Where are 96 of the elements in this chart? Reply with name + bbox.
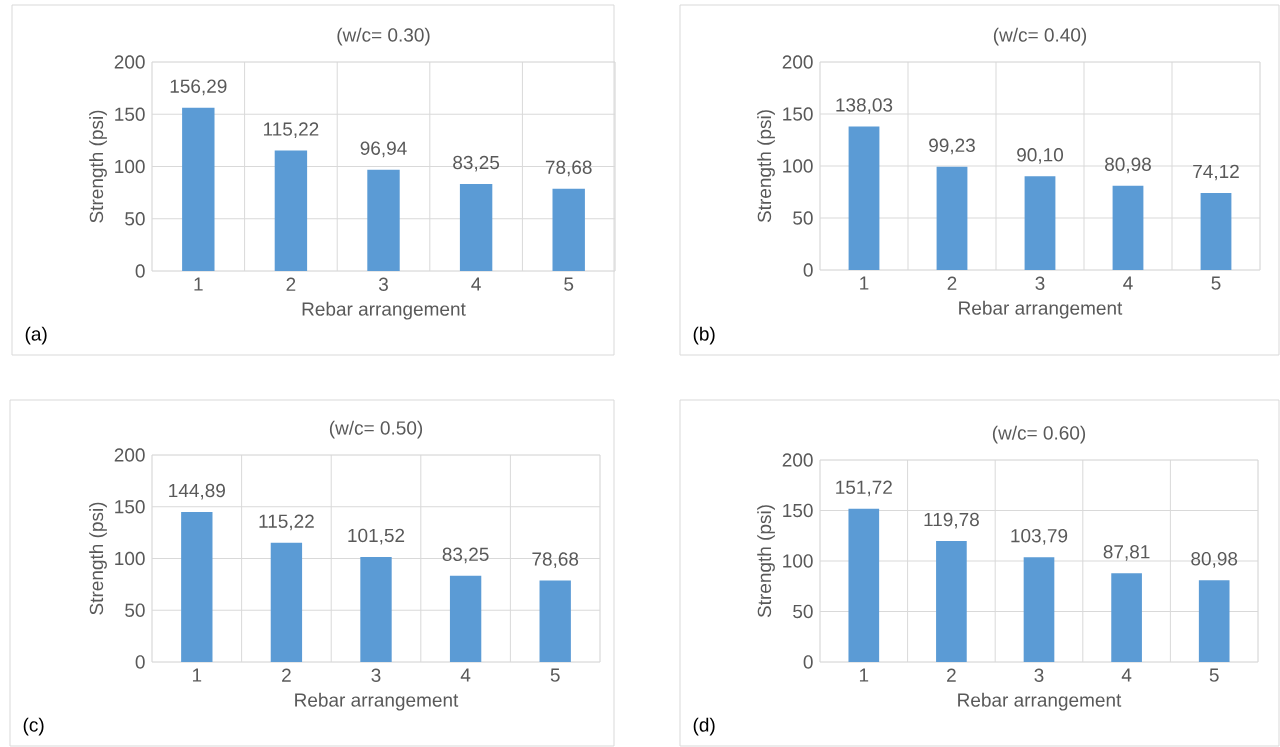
y-tick-label: 50 xyxy=(793,604,813,619)
x-tick-label: 1 xyxy=(194,277,203,291)
y-tick-label: 150 xyxy=(783,503,813,518)
y-tick-label: 50 xyxy=(125,212,145,226)
x-tick-label: 1 xyxy=(192,668,202,682)
y-tick-label: 50 xyxy=(125,603,145,617)
data-label: 83,25 xyxy=(442,547,489,564)
data-label: 80,98 xyxy=(1191,551,1238,568)
bar xyxy=(367,169,400,271)
data-label: 119,78 xyxy=(924,512,979,529)
bar xyxy=(936,541,967,662)
data-label: 156,29 xyxy=(170,79,227,96)
chart-title: (w/c= 0.30) xyxy=(337,27,430,46)
text: (d) xyxy=(693,717,715,736)
text: (b) xyxy=(693,326,715,345)
y-tick-label: 200 xyxy=(782,55,813,69)
chart-title: (w/c= 0.40) xyxy=(993,27,1087,46)
x-axis-title: Rebar arrangement xyxy=(302,301,466,320)
x-tick-label: 5 xyxy=(1209,668,1219,682)
bar xyxy=(1112,185,1144,270)
data-label: 96,94 xyxy=(360,141,407,158)
y-axis-title: Strength (psi) xyxy=(89,110,107,223)
y-tick-label: 0 xyxy=(135,655,145,669)
bar xyxy=(1111,573,1142,662)
data-label: 103,79 xyxy=(1011,528,1068,545)
data-label: 101,52 xyxy=(348,528,405,545)
data-label: 80,98 xyxy=(1105,157,1151,174)
y-tick-label: 100 xyxy=(783,159,813,173)
y-tick-label: 150 xyxy=(783,107,813,121)
bar xyxy=(936,166,968,270)
x-tick-label: 1 xyxy=(859,668,869,682)
x-tick-label: 2 xyxy=(286,277,296,291)
data-label: 90,10 xyxy=(1017,148,1064,164)
bar xyxy=(182,107,215,271)
bar xyxy=(848,126,880,270)
y-tick-label: 50 xyxy=(793,211,813,225)
bar xyxy=(449,575,482,662)
x-tick-label: 2 xyxy=(282,668,291,682)
bar xyxy=(1024,176,1056,270)
y-tick-label: 150 xyxy=(115,107,145,121)
bar xyxy=(1198,580,1230,662)
y-axis-title: Strength (psi) xyxy=(89,502,107,615)
data-label: 138,03 xyxy=(836,98,893,114)
bar xyxy=(360,556,392,662)
x-tick-label: 3 xyxy=(1034,668,1044,682)
y-tick-label: 100 xyxy=(115,551,145,566)
x-tick-label: 5 xyxy=(564,277,574,291)
x-tick-label: 5 xyxy=(1211,276,1221,290)
x-tick-label: 3 xyxy=(371,668,381,682)
x-tick-label: 4 xyxy=(1121,668,1132,682)
y-tick-label: 150 xyxy=(115,500,145,514)
data-label: 99,23 xyxy=(929,138,975,155)
data-label: 78,68 xyxy=(545,160,592,177)
x-tick-label: 3 xyxy=(1035,276,1045,290)
data-label: 74,12 xyxy=(1193,164,1239,181)
data-label: 115,22 xyxy=(264,122,319,139)
y-axis-title: Strength (psi) xyxy=(757,110,775,223)
x-tick-label: 4 xyxy=(471,277,481,291)
x-tick-label: 3 xyxy=(378,277,388,291)
y-tick-label: 200 xyxy=(114,55,145,69)
chart-title: (w/c= 0.60) xyxy=(992,425,1086,444)
x-axis-title: Rebar arrangement xyxy=(959,300,1123,319)
x-tick-label: 1 xyxy=(860,276,869,290)
data-label: 78,68 xyxy=(532,552,579,569)
data-label: 151,72 xyxy=(836,480,892,497)
y-tick-label: 200 xyxy=(114,448,145,462)
x-axis-title: Rebar arrangement xyxy=(958,692,1122,711)
bar xyxy=(459,184,493,271)
x-tick-label: 4 xyxy=(460,668,471,682)
x-tick-label: 2 xyxy=(947,668,956,682)
x-tick-label: 5 xyxy=(550,668,560,682)
y-tick-label: 0 xyxy=(803,263,813,277)
y-tick-label: 100 xyxy=(115,159,145,174)
x-tick-label: 4 xyxy=(1123,276,1133,290)
bar xyxy=(539,580,571,662)
chart-title: (w/c= 0.50) xyxy=(329,420,423,439)
bar xyxy=(552,188,585,271)
bar xyxy=(848,508,880,662)
x-axis-title: Rebar arrangement xyxy=(295,692,459,711)
data-label: 87,81 xyxy=(1103,545,1150,561)
y-tick-label: 100 xyxy=(783,554,813,568)
bar xyxy=(1023,557,1055,662)
x-tick-label: 2 xyxy=(947,276,957,290)
data-label: 144,89 xyxy=(169,483,225,500)
y-tick-label: 0 xyxy=(135,264,145,278)
y-axis-title: Strength (psi) xyxy=(757,505,775,618)
bar xyxy=(270,542,303,662)
y-tick-label: 200 xyxy=(782,453,813,467)
data-label: 83,25 xyxy=(453,155,500,172)
y-tick-label: 0 xyxy=(803,655,813,669)
data-label: 115,22 xyxy=(259,514,314,531)
text: (c) xyxy=(23,717,44,736)
bar xyxy=(181,512,213,662)
text: (a) xyxy=(25,326,47,345)
bar xyxy=(1200,192,1232,270)
bar xyxy=(274,150,308,271)
